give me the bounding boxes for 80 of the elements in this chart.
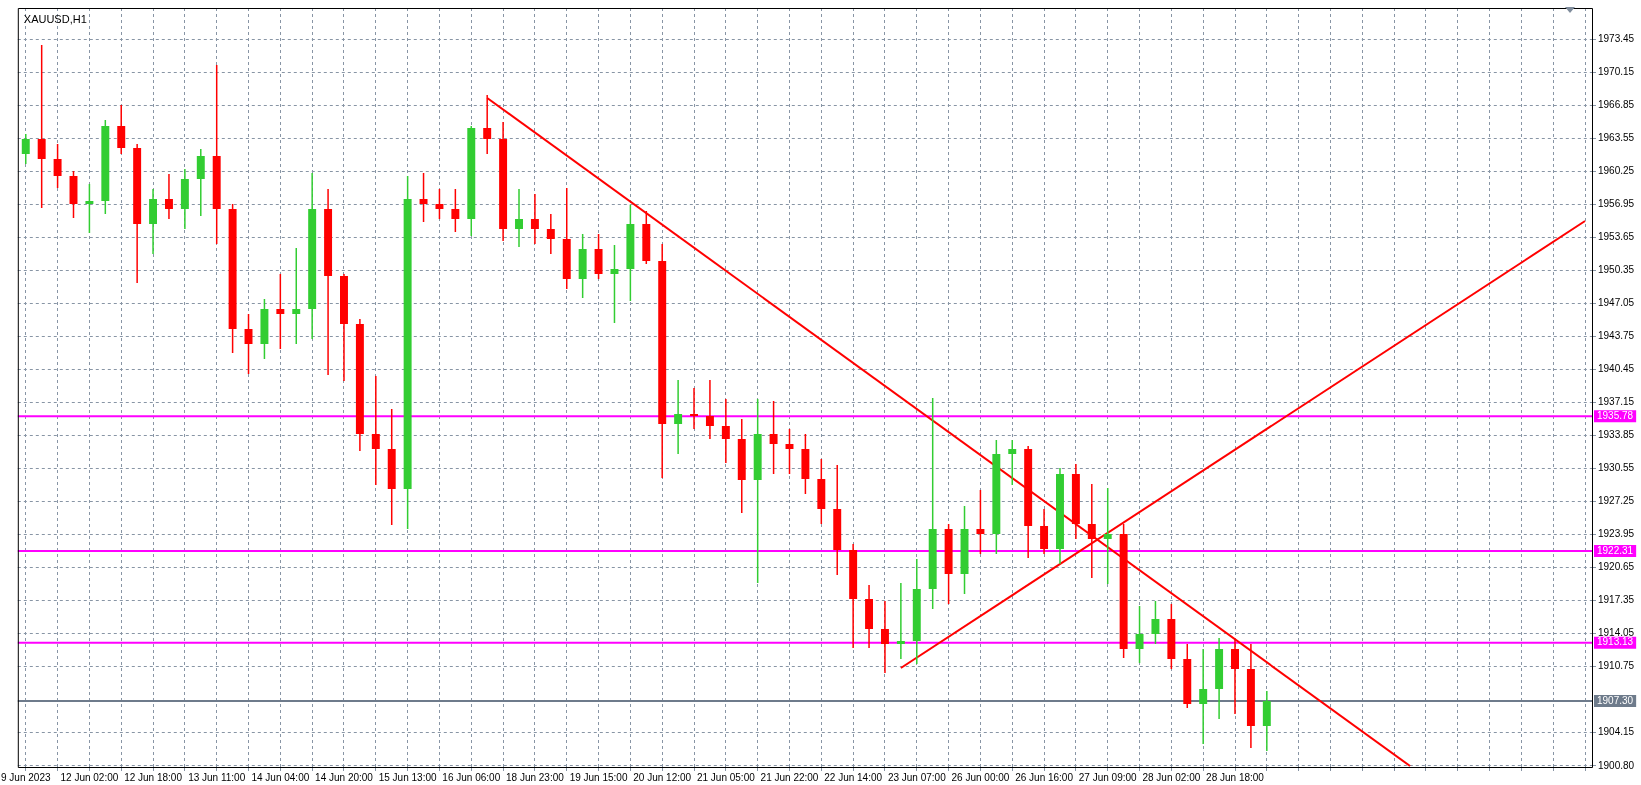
- candlestick: [546, 213, 555, 255]
- x-tick-label: 9 Jun 2023: [1, 771, 51, 783]
- y-tick-label: 1900.80: [1598, 759, 1635, 771]
- candlestick: [1199, 648, 1208, 745]
- candlestick: [451, 188, 460, 233]
- candlestick: [690, 387, 699, 430]
- x-tick-label: 21 Jun 22:00: [760, 771, 819, 783]
- y-tick-label: 1940.45: [1598, 363, 1635, 375]
- candlestick: [1135, 605, 1144, 664]
- y-tick-label: 1937.15: [1598, 396, 1635, 408]
- candlestick: [769, 400, 778, 475]
- x-tick-label: 13 Jun 11:00: [188, 771, 246, 783]
- x-tick-label: 18 Jun 23:00: [506, 771, 565, 783]
- x-tick-label: 14 Jun 04:00: [251, 771, 310, 783]
- candlestick: [292, 247, 301, 345]
- candlestick: [880, 600, 889, 674]
- candlestick: [21, 133, 30, 165]
- candlestick: [371, 375, 380, 486]
- candlestick: [674, 379, 683, 455]
- x-tick-label: 27 Jun 09:00: [1078, 771, 1138, 783]
- y-tick-label: 1970.15: [1598, 66, 1635, 78]
- candlestick: [117, 104, 126, 155]
- candlestick: [515, 188, 523, 248]
- ref-line-label: 1922.31: [1597, 544, 1634, 556]
- x-tick-label: 22 Jun 14:00: [824, 771, 883, 783]
- x-tick-label: 19 Jun 15:00: [569, 771, 628, 783]
- candlestick: [530, 193, 539, 245]
- ref-line-label: 1935.78: [1597, 409, 1634, 421]
- y-tick-label: 1910.75: [1598, 660, 1635, 672]
- x-tick-label: 12 Jun 02:00: [60, 771, 119, 783]
- x-tick-label: 28 Jun 02:00: [1142, 771, 1201, 783]
- candlestick: [610, 244, 619, 324]
- x-tick-label: 26 Jun 00:00: [951, 771, 1010, 783]
- candlestick: [721, 398, 730, 464]
- y-tick-label: 1950.35: [1598, 264, 1635, 276]
- y-tick-label: 1930.55: [1598, 462, 1635, 474]
- x-tick-label: 21 Jun 05:00: [696, 771, 756, 783]
- ref-line-label: 1907.30: [1597, 694, 1634, 706]
- x-tick-label: 23 Jun 07:00: [887, 771, 947, 783]
- candlestick: [1087, 483, 1096, 579]
- x-tick-label: 12 Jun 18:00: [124, 771, 183, 783]
- x-tick-label: 26 Jun 16:00: [1015, 771, 1074, 783]
- y-tick-label: 1966.85: [1598, 99, 1635, 111]
- x-tick-label: 28 Jun 18:00: [1206, 771, 1265, 783]
- candlestick: [196, 148, 205, 217]
- candlestick: [1040, 508, 1049, 555]
- candlestick: [276, 273, 285, 350]
- y-tick-label: 1953.65: [1598, 231, 1635, 243]
- candlestick: [705, 379, 714, 440]
- candlestick: [419, 172, 428, 223]
- y-tick-label: 1933.85: [1598, 429, 1635, 441]
- y-tick-label: 1956.95: [1598, 198, 1635, 210]
- y-tick-label: 1904.15: [1598, 726, 1635, 738]
- candlestick: [1231, 638, 1239, 715]
- ref-line-label: 1913.13: [1597, 636, 1634, 648]
- y-tick-label: 1947.05: [1598, 297, 1635, 309]
- candlestick: [37, 44, 46, 209]
- y-tick-label: 1920.65: [1598, 561, 1635, 573]
- chart-title: XAUUSD,H1: [23, 13, 87, 26]
- x-tick-label: 14 Jun 20:00: [315, 771, 374, 783]
- y-tick-label: 1914.05: [1598, 627, 1635, 639]
- y-tick-label: 1927.25: [1598, 495, 1635, 507]
- candlestick: [1103, 487, 1112, 585]
- candlestick: [1151, 600, 1160, 645]
- candlestick: [53, 143, 62, 189]
- candlestick: [435, 188, 444, 220]
- x-tick-label: 15 Jun 13:00: [378, 771, 437, 783]
- candlestick: [976, 489, 985, 555]
- x-tick-label: 20 Jun 12:00: [633, 771, 692, 783]
- y-tick-label: 1963.55: [1598, 132, 1635, 144]
- candlestick: [85, 183, 94, 234]
- y-tick-label: 1960.25: [1598, 165, 1635, 177]
- y-tick-label: 1973.45: [1598, 33, 1635, 45]
- y-tick-label: 1943.75: [1598, 330, 1635, 342]
- candlestick: [1008, 439, 1017, 486]
- y-tick-label: 1917.35: [1598, 594, 1635, 606]
- candlestick: [896, 582, 905, 660]
- candlestick: [164, 173, 173, 220]
- x-tick-label: 16 Jun 06:00: [442, 771, 501, 783]
- y-tick-label: 1923.95: [1598, 528, 1635, 540]
